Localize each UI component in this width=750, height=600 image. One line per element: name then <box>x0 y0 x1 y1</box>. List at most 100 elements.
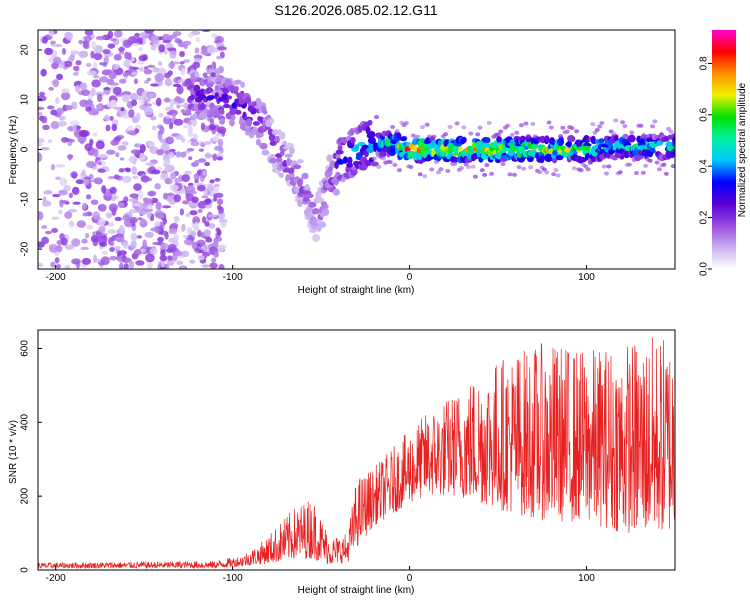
ridge-blob <box>250 128 257 136</box>
y-tick-label: 0 <box>20 567 31 573</box>
noise-speckle <box>50 261 56 268</box>
ridge-halo <box>599 120 605 125</box>
noise-speckle <box>57 209 63 215</box>
ridge-blob <box>544 135 550 142</box>
noise-speckle <box>139 104 147 111</box>
noise-speckle <box>85 105 92 112</box>
noise-speckle <box>173 233 179 242</box>
ridge-blob <box>278 172 285 178</box>
ridge-blob <box>329 160 336 169</box>
y-tick-label: 20 <box>20 44 31 56</box>
ridge-blob <box>309 228 317 234</box>
ridge-halo <box>569 126 575 131</box>
ridge-blob <box>627 134 636 143</box>
ridge-blob <box>231 102 238 109</box>
ridge-halo <box>390 124 396 129</box>
noise-speckle <box>127 130 136 136</box>
noise-speckle <box>44 47 53 56</box>
noise-speckle <box>40 147 50 151</box>
ridge-halo <box>486 120 492 125</box>
ridge-halo <box>371 156 377 161</box>
ridge-halo <box>424 122 430 127</box>
ridge-blob <box>235 109 242 115</box>
noise-speckle <box>64 264 71 269</box>
noise-speckle <box>131 99 138 107</box>
noise-speckle <box>105 212 113 219</box>
ridge-blob <box>185 108 192 115</box>
colorbar-ticks: 0.0 0.2 0.4 0.6 0.8 <box>699 56 712 276</box>
noise-speckle <box>181 200 190 205</box>
noise-speckle <box>154 221 161 227</box>
noise-speckle <box>71 258 81 265</box>
noise-speckle <box>143 208 154 213</box>
noise-speckle <box>140 175 150 183</box>
noise-speckle <box>121 94 130 103</box>
ridge-blob <box>582 145 591 151</box>
ridge-halo <box>387 160 393 165</box>
noise-speckle <box>185 185 196 193</box>
noise-speckle <box>97 161 102 165</box>
noise-speckle <box>136 37 144 42</box>
noise-speckle <box>113 174 120 180</box>
noise-speckle <box>82 40 89 49</box>
ridge-blob <box>240 81 246 88</box>
noise-speckle <box>58 189 69 196</box>
noise-speckle <box>56 264 61 269</box>
noise-speckle <box>154 183 161 190</box>
ridge-halo <box>403 121 409 126</box>
noise-speckle <box>142 197 149 203</box>
noise-speckle <box>216 46 227 51</box>
ridge-blob <box>312 233 321 243</box>
noise-speckle <box>53 43 63 48</box>
noise-speckle <box>166 255 174 262</box>
ridge-blob <box>396 132 402 139</box>
noise-speckle <box>92 132 98 137</box>
ridge-blob <box>199 102 206 112</box>
noise-speckle <box>91 40 97 50</box>
noise-speckle <box>109 246 115 253</box>
ridge-blob <box>367 136 376 144</box>
noise-speckle <box>92 61 98 70</box>
noise-speckle <box>162 40 172 44</box>
noise-speckle <box>204 154 215 158</box>
ridge-blob <box>598 138 605 144</box>
noise-speckle <box>64 104 73 111</box>
noise-speckle <box>134 143 142 148</box>
ridge-halo <box>426 134 432 139</box>
noise-speckle <box>101 185 107 194</box>
noise-speckle <box>139 98 145 106</box>
ridge-halo <box>482 172 488 177</box>
noise-speckle <box>220 221 227 228</box>
noise-speckle <box>150 115 157 121</box>
noise-speckle <box>157 213 164 219</box>
ridge-halo <box>447 125 453 130</box>
noise-speckle <box>174 177 179 184</box>
noise-speckle <box>147 141 155 148</box>
noise-speckle <box>187 126 193 135</box>
noise-speckle <box>75 60 82 66</box>
noise-speckle <box>65 31 73 41</box>
noise-speckle <box>151 169 161 175</box>
noise-speckle <box>129 208 136 213</box>
figure-title: S126.2026.085.02.12.G11 <box>274 2 437 18</box>
ridge-blob <box>212 105 218 112</box>
noise-speckle <box>193 133 198 140</box>
ridge-halo <box>650 124 656 129</box>
noise-speckle <box>214 185 220 193</box>
noise-speckle <box>214 192 224 199</box>
ridge-halo <box>507 172 513 177</box>
noise-speckle <box>111 123 118 132</box>
noise-speckle <box>59 177 68 187</box>
colorbar: 0.0 0.2 0.4 0.6 0.8 Normalized spectral ampl… <box>699 30 748 276</box>
ridge-blob <box>288 173 295 178</box>
ridge-halo <box>633 171 639 176</box>
noise-speckle <box>201 195 209 199</box>
noise-speckle <box>176 104 181 109</box>
y-tick-label: -20 <box>20 241 31 256</box>
noise-speckle <box>118 46 125 53</box>
noise-speckle <box>95 35 106 41</box>
ridge-halo <box>548 125 554 130</box>
noise-speckle <box>118 225 125 234</box>
ridge-blob <box>284 153 293 158</box>
noise-speckle <box>130 232 138 242</box>
